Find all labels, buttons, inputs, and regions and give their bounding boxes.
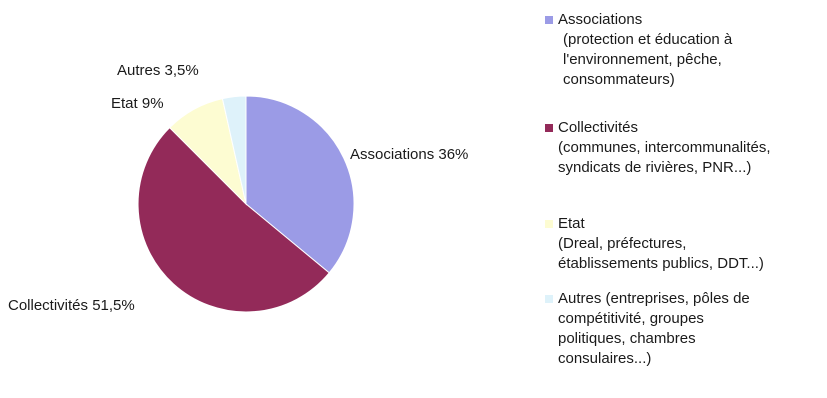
slice-label-collectivites: Collectivités 51,5% [8, 297, 135, 314]
legend-swatch-autres [545, 295, 553, 303]
legend-desc-associations: (protection et éducation à l'environneme… [563, 31, 733, 88]
pie-slice-associations [245, 95, 355, 274]
legend-desc-collectivites: (communes, intercommunalités, syndicats … [558, 139, 771, 176]
pie-slice-autres [221, 95, 247, 205]
legend-swatch-etat [545, 220, 553, 228]
legend-swatch-associations [545, 16, 553, 24]
slice-label-autres: Autres 3,5% [117, 62, 199, 79]
pie-chart [137, 95, 355, 313]
pie-chart-area: Associations 36% Collectivités 51,5% Eta… [8, 62, 469, 314]
slice-label-etat: Etat 9% [111, 95, 164, 112]
legend-name-collectivites: Collectivités [558, 119, 639, 136]
legend-name-etat: Etat [558, 215, 585, 232]
legend-desc-autres: compétitivité, groupes politiques, chamb… [558, 310, 704, 367]
legend-name-associations: Associations [558, 11, 643, 28]
legend-swatch-collectivites [545, 124, 553, 132]
pie-slice-collectivites [137, 126, 330, 313]
slice-label-associations: Associations 36% [350, 146, 469, 163]
legend-name-autres: Autres (entreprises, pôles de [558, 290, 750, 307]
legend-desc-etat: (Dreal, préfectures, établissements publ… [558, 235, 764, 272]
